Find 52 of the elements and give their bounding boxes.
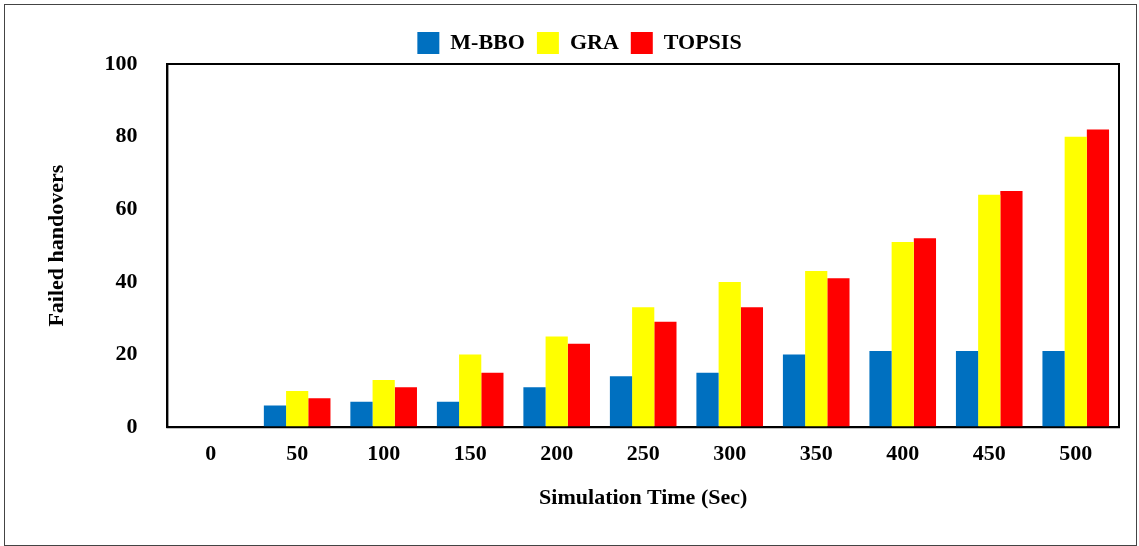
bar xyxy=(545,336,568,428)
y-tick-label: 80 xyxy=(115,122,138,148)
x-tick-label: 250 xyxy=(626,440,660,466)
legend-label: M-BBO xyxy=(450,28,525,54)
bar xyxy=(523,387,546,428)
x-tick-label: 300 xyxy=(713,440,747,466)
y-axis-title: Failed handovers xyxy=(42,164,68,327)
bar xyxy=(654,321,677,428)
bar xyxy=(782,354,806,428)
bar xyxy=(286,390,309,428)
x-tick-label: 400 xyxy=(886,440,920,466)
x-tick-label: 350 xyxy=(799,440,833,466)
x-tick-label: 200 xyxy=(540,440,574,466)
bar xyxy=(1000,191,1023,428)
bar xyxy=(632,307,655,428)
bar xyxy=(827,278,850,428)
bar xyxy=(350,401,373,428)
bar xyxy=(263,405,287,428)
bar xyxy=(913,238,937,428)
y-tick-label: 60 xyxy=(115,194,138,220)
bar xyxy=(372,379,395,428)
x-tick-label: 100 xyxy=(367,440,401,466)
x-tick-label: 0 xyxy=(205,440,217,466)
y-tick-label: 100 xyxy=(104,49,138,75)
x-axis-title: Simulation Time (Sec) xyxy=(539,484,748,510)
bar xyxy=(1042,350,1065,428)
bar xyxy=(436,401,460,428)
bar xyxy=(1086,129,1110,428)
bar xyxy=(978,194,1001,428)
y-tick-label: 0 xyxy=(126,412,138,438)
bar xyxy=(609,376,633,428)
legend-label: GRA xyxy=(569,28,619,54)
legend-label: TOPSIS xyxy=(663,28,742,54)
bar xyxy=(718,281,741,428)
y-tick-label: 40 xyxy=(115,267,138,293)
bar xyxy=(696,372,719,428)
bar xyxy=(459,354,482,428)
bar xyxy=(869,350,892,428)
x-tick-label: 500 xyxy=(1059,440,1093,466)
x-tick-label: 50 xyxy=(286,440,309,466)
bar xyxy=(1064,136,1087,428)
y-tick-label: 20 xyxy=(115,340,138,366)
bar xyxy=(805,271,828,428)
bar xyxy=(955,350,979,428)
bar xyxy=(740,307,764,428)
x-tick-label: 150 xyxy=(453,440,487,466)
bar xyxy=(891,241,914,428)
bar xyxy=(567,343,590,428)
bar xyxy=(308,398,331,428)
bar xyxy=(481,372,504,428)
bar xyxy=(394,387,417,428)
x-tick-label: 450 xyxy=(972,440,1006,466)
